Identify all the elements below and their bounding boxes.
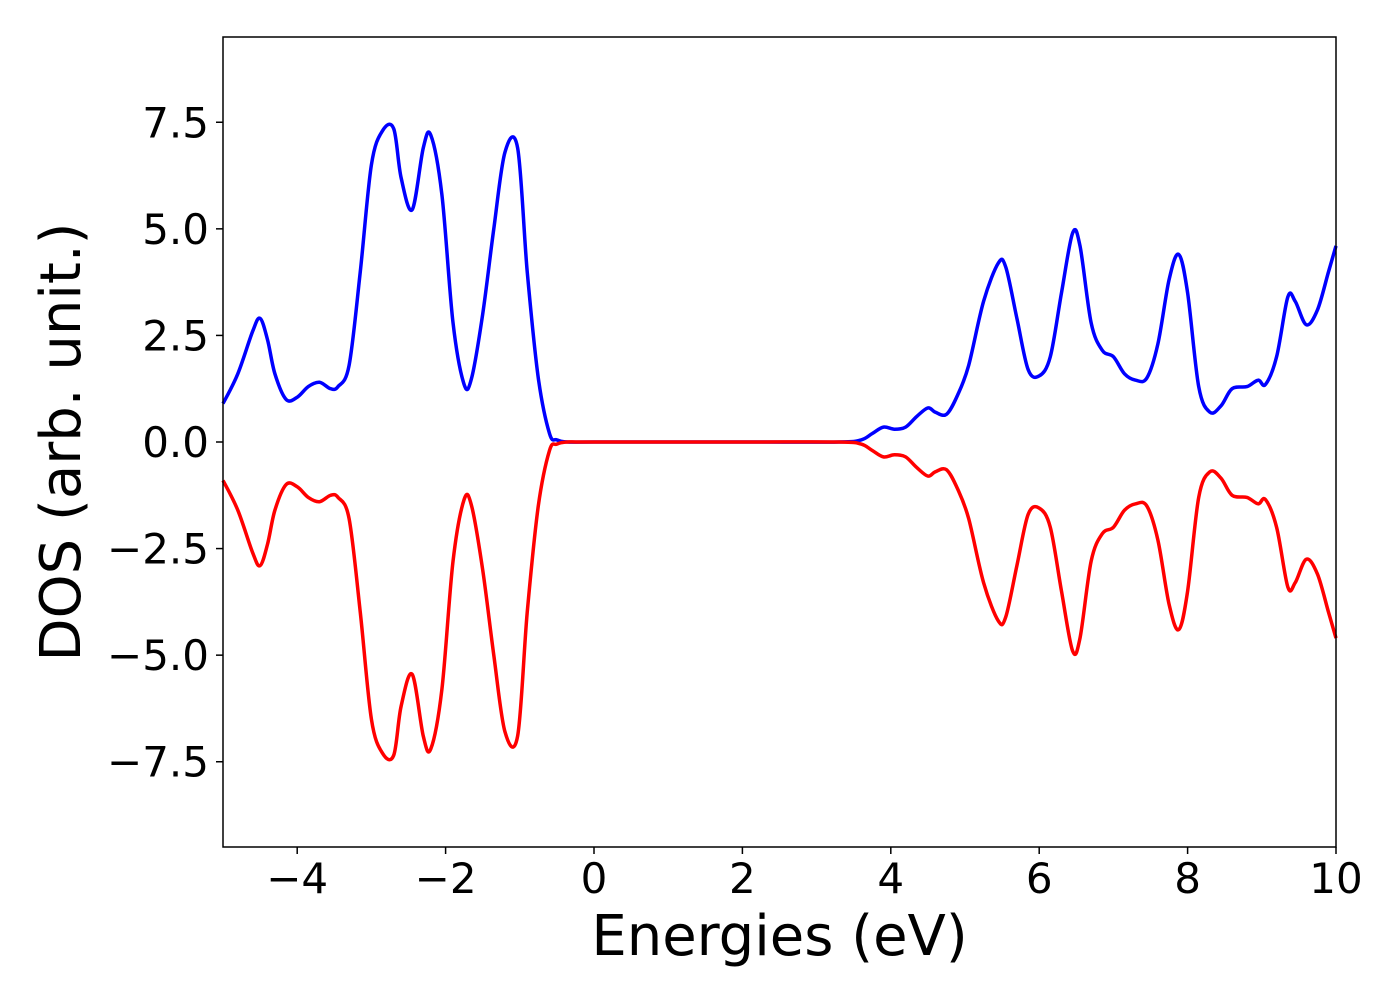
x-tick-label: 6 xyxy=(1026,854,1053,903)
y-tick-label: 5.0 xyxy=(142,205,209,254)
x-tick-label: 10 xyxy=(1309,854,1362,903)
x-tick-label: 0 xyxy=(581,854,608,903)
x-axis-label: Energies (eV) xyxy=(591,904,967,969)
y-tick-label: 2.5 xyxy=(142,311,209,360)
y-axis-label: DOS (arb. unit.) xyxy=(29,222,94,661)
y-tick-label: −5.0 xyxy=(107,631,209,680)
x-tick-label: 8 xyxy=(1174,854,1201,903)
series-line-0 xyxy=(221,122,1338,444)
series-layer xyxy=(221,122,1338,762)
y-tick-label: −7.5 xyxy=(107,738,209,787)
x-tick-label: 2 xyxy=(729,854,756,903)
series-line-1 xyxy=(221,440,1338,762)
y-tick-label: 0.0 xyxy=(142,418,209,467)
x-tick-label: −2 xyxy=(415,854,477,903)
x-tick-label: −4 xyxy=(266,854,328,903)
y-tick-label: 7.5 xyxy=(142,98,209,147)
y-tick-label: −2.5 xyxy=(107,525,209,574)
x-tick-label: 4 xyxy=(877,854,904,903)
y-axis-ticks: −7.5 −5.0 −2.5 0.0 2.5 5.0 7.5 xyxy=(107,98,223,787)
x-axis-ticks: −4 −2 0 2 4 6 8 10 xyxy=(266,847,1363,903)
